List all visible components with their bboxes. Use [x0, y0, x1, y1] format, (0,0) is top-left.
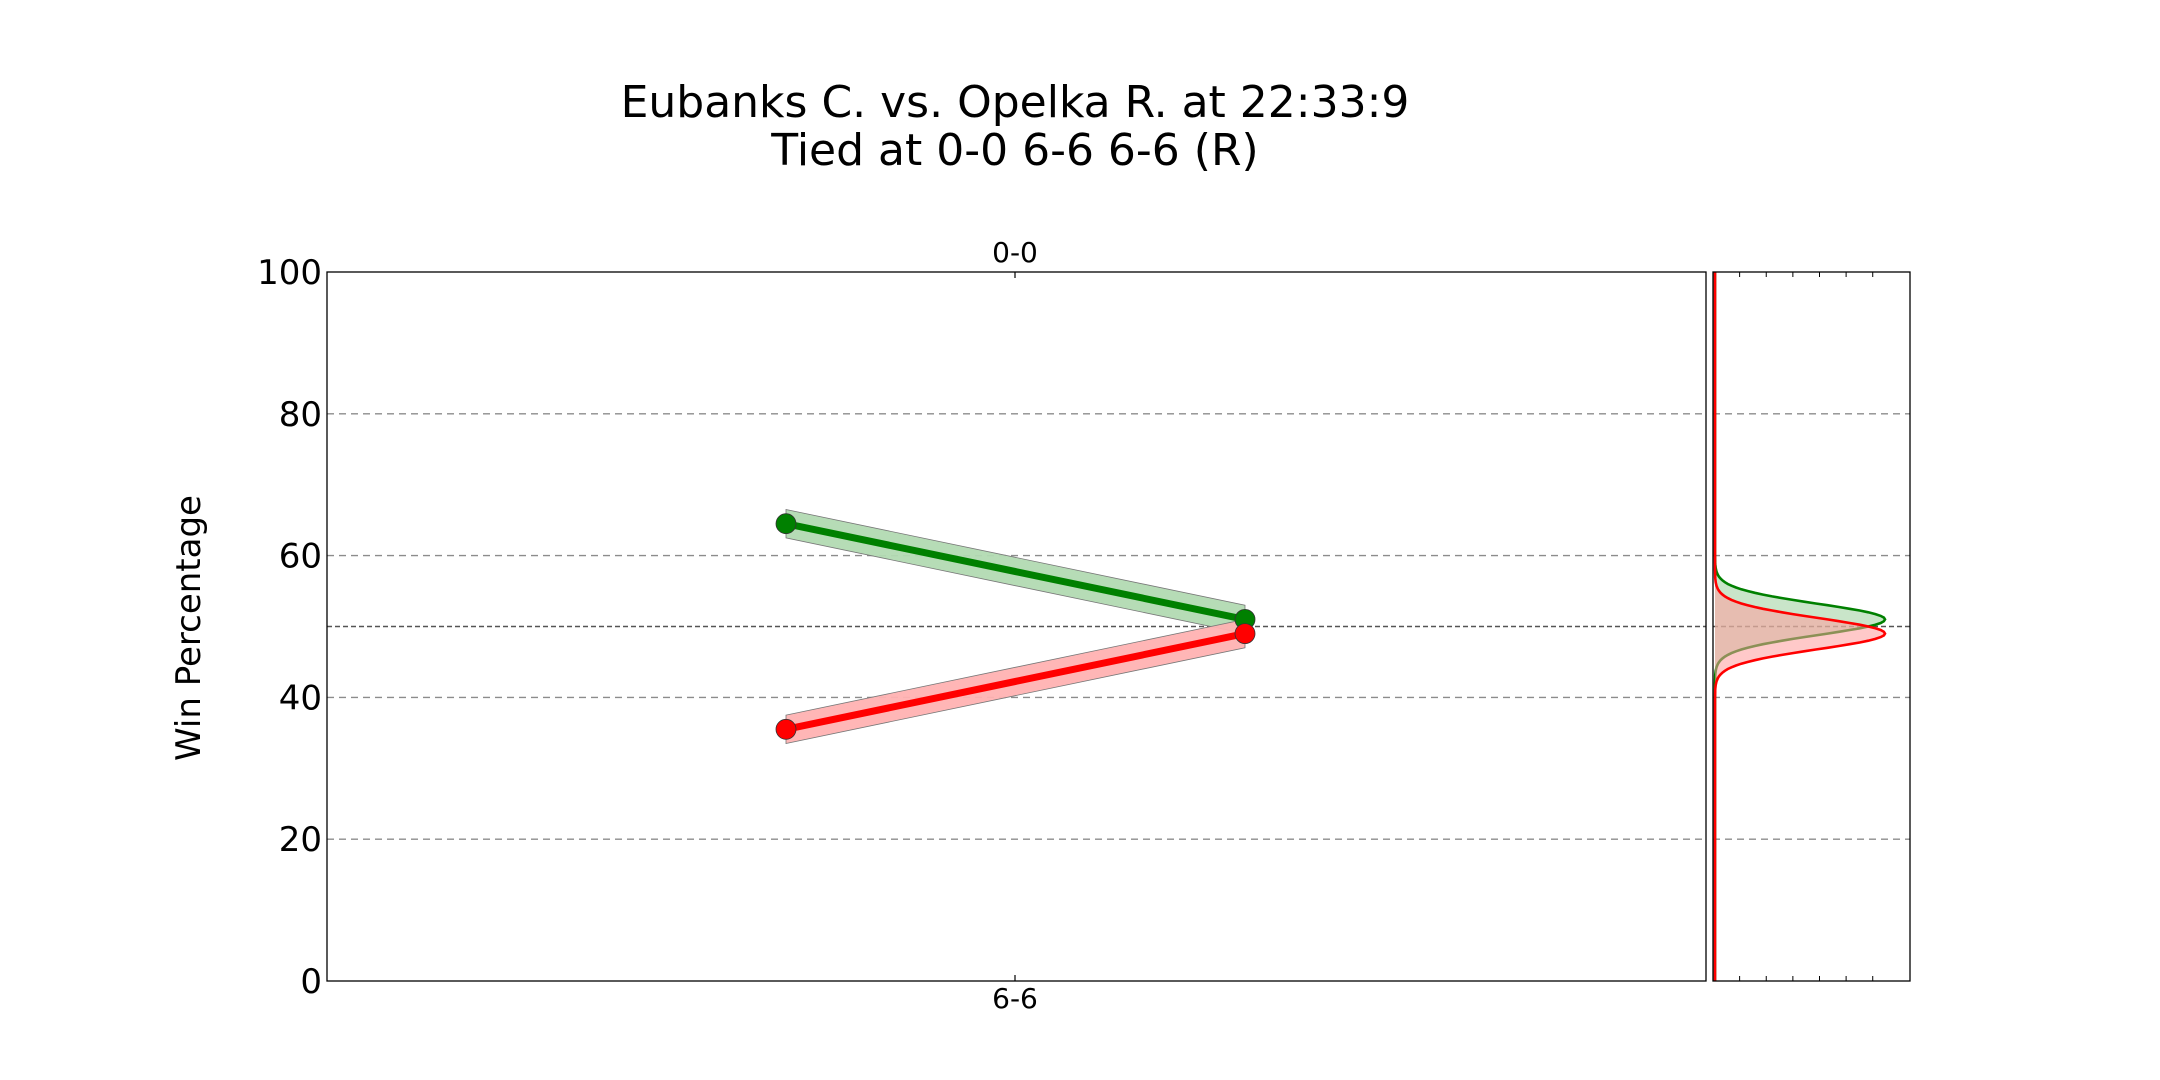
chart-title-line-2: Tied at 0-0 6-6 6-6 (R)	[770, 125, 1258, 176]
distribution-panel-frame	[1712, 271, 1911, 982]
x-bottom-label: 6-6	[992, 982, 1038, 1015]
side-panel-ticks	[1739, 272, 1874, 981]
series-lines	[785, 520, 1246, 733]
series-0-line	[785, 520, 1246, 623]
main-gridlines	[327, 413, 1706, 840]
distribution-curves	[1713, 272, 1887, 981]
chart-title-line-1: Eubanks C. vs. Opelka R. at 22:33:9	[621, 77, 1410, 128]
distribution-1-fill	[1715, 272, 1885, 981]
series-0-point-0	[775, 513, 797, 535]
series-1-point-1	[1234, 623, 1256, 644]
main-plot-frame	[326, 271, 1707, 982]
series-1-line	[785, 630, 1246, 733]
y-tick-labels: 0 20 40 60 80 100	[257, 253, 322, 1002]
y-tick-label-60: 60	[279, 537, 322, 577]
y-axis-label: Win Percentage	[169, 495, 209, 761]
series-points	[775, 513, 1256, 740]
y-tick-label-100: 100	[257, 253, 322, 293]
y-tick-label-20: 20	[279, 820, 322, 860]
y-tick-label-0: 0	[300, 962, 322, 1002]
y-tick-label-80: 80	[279, 395, 322, 435]
series-1-point-0	[775, 718, 797, 740]
y-tick-label-40: 40	[279, 678, 322, 718]
distribution-1-curve	[1713, 272, 1887, 981]
x-top-label: 0-0	[992, 236, 1038, 269]
